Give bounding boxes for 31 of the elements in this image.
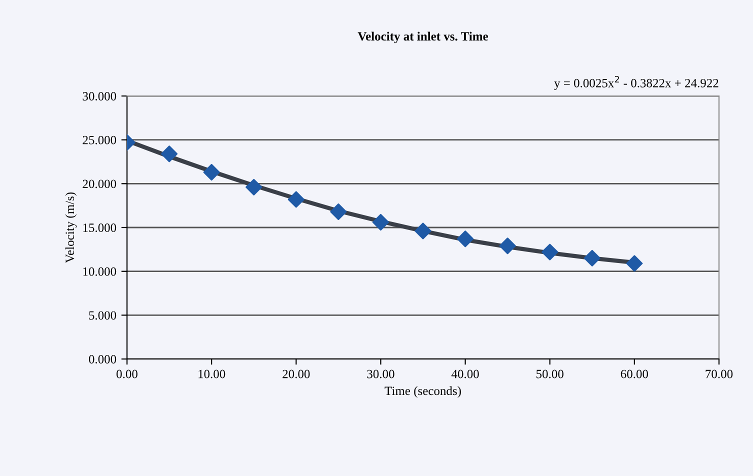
- x-tick-label: 40.00: [451, 370, 479, 378]
- x-tick-label: 0.00: [116, 370, 138, 378]
- point: [246, 178, 262, 196]
- x-tick-label: 20.00: [282, 370, 310, 378]
- y-tick-label: 0.000: [88, 355, 116, 364]
- x-tick-label: 50.00: [536, 370, 564, 378]
- x-tick-label: 30.00: [367, 370, 394, 378]
- point: [542, 244, 558, 260]
- x-tick-label: 10.00: [198, 370, 226, 378]
- point: [330, 203, 347, 220]
- y-tick-label: 5.000: [89, 311, 116, 320]
- y-tick-label: 15.000: [83, 224, 116, 232]
- y-axis-title: Velocity (m/s): [65, 192, 77, 263]
- x-tick-label: 60.00: [620, 370, 648, 378]
- x-tick-label: 70.00: [706, 370, 733, 378]
- y-tick-label: 30.000: [82, 92, 116, 101]
- point: [414, 222, 432, 240]
- x-axis-title: Time (seconds): [384, 386, 461, 398]
- point: [160, 146, 178, 162]
- point: [584, 250, 600, 266]
- point: [203, 164, 220, 181]
- text: y = 0.0025x$^{2}$ - 0.3822x + 24.922: [554, 76, 718, 90]
- point: [288, 191, 304, 208]
- point: [626, 255, 643, 272]
- y-tick-label: 10.000: [83, 267, 116, 276]
- chart-title: Velocity at inlet vs. Time: [358, 32, 488, 44]
- point: [456, 230, 474, 248]
- y-tick-label: 25.000: [82, 136, 116, 144]
- point: [372, 214, 390, 231]
- point: [499, 238, 516, 254]
- y-tick-label: 20.000: [82, 180, 116, 188]
